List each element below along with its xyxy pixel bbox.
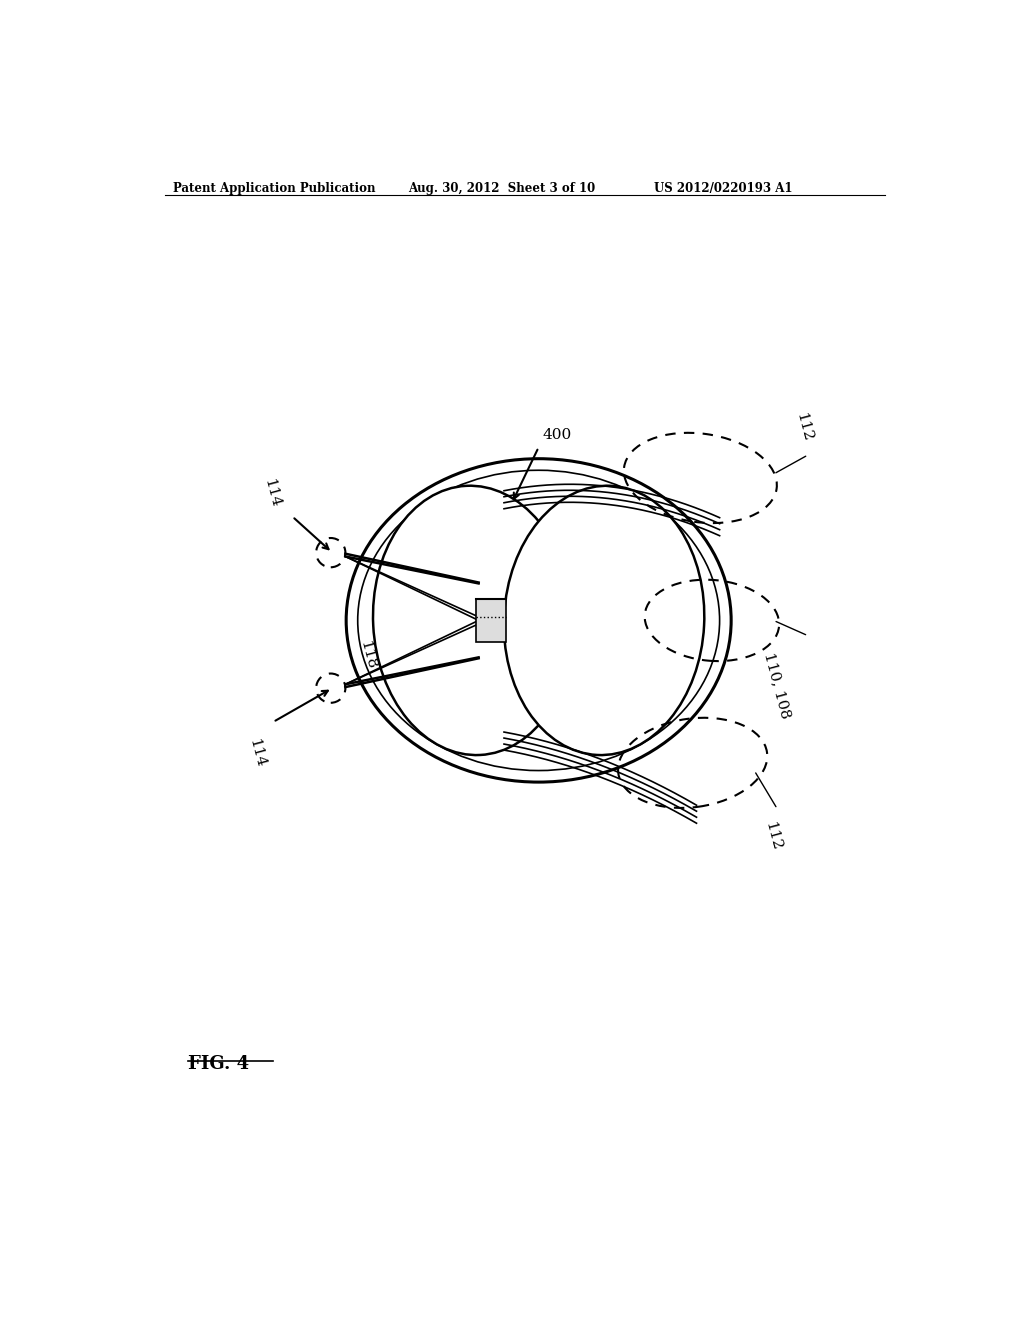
Ellipse shape [504, 486, 705, 755]
Ellipse shape [373, 486, 573, 755]
Text: 110, 108: 110, 108 [762, 651, 793, 721]
Text: Patent Application Publication: Patent Application Publication [173, 182, 376, 194]
Text: 118: 118 [357, 640, 379, 672]
Text: FIG. 4: FIG. 4 [188, 1056, 250, 1073]
Bar [476, 599, 506, 642]
Text: US 2012/0220193 A1: US 2012/0220193 A1 [654, 182, 793, 194]
Text: 114: 114 [261, 477, 283, 508]
Text: 106: 106 [400, 653, 421, 685]
Ellipse shape [357, 470, 720, 771]
Ellipse shape [346, 458, 731, 781]
Text: 114: 114 [246, 738, 267, 770]
Text: 400: 400 [543, 428, 571, 442]
Text: 112: 112 [762, 821, 783, 853]
Text: 112: 112 [793, 412, 814, 444]
Text: Aug. 30, 2012  Sheet 3 of 10: Aug. 30, 2012 Sheet 3 of 10 [408, 182, 595, 194]
